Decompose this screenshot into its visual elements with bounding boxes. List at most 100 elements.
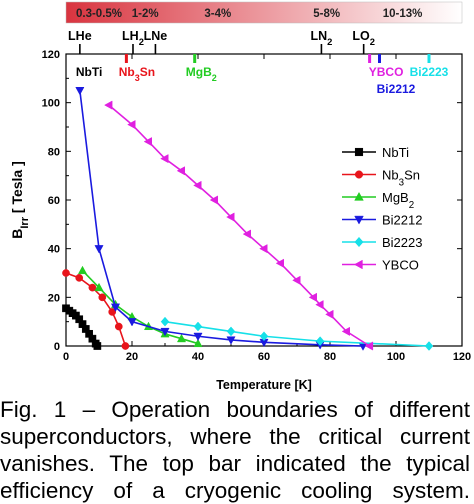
series-ybco — [104, 100, 374, 351]
cryogen-label: LHe — [68, 29, 92, 43]
caption-line: vanishes. The top bar indicated the typi… — [0, 451, 470, 476]
data-point — [209, 195, 218, 205]
tc-label: Bi2212 — [377, 82, 416, 96]
data-point — [143, 137, 152, 147]
data-point — [160, 327, 170, 337]
caption-line: superconductors, where the critical curr… — [0, 424, 470, 449]
data-point — [226, 212, 235, 222]
data-point — [275, 258, 284, 268]
data-point — [160, 316, 170, 327]
legend-label: Bi2223 — [382, 235, 422, 250]
cryogen-label: LH2 — [122, 29, 144, 47]
legend-marker — [354, 170, 364, 179]
cryogen-label: LNe — [144, 29, 168, 43]
data-point — [88, 283, 97, 292]
tc-markers: NbTi Nb3Sn MgB2 YBCO Bi2212 Bi2223 — [76, 54, 449, 96]
data-point — [341, 326, 350, 336]
data-point — [259, 244, 268, 254]
series-bi2223 — [160, 316, 434, 351]
data-point — [98, 293, 107, 302]
data-point — [94, 282, 104, 292]
y-tick-label: 100 — [42, 98, 60, 110]
tc-label: NbTi — [76, 65, 102, 79]
x-tick-label: 80 — [324, 351, 336, 363]
data-point — [364, 341, 374, 351]
efficiency-label: 3-4% — [204, 8, 231, 20]
efficiency-label: 1-2% — [132, 8, 159, 20]
y-tick-label: 80 — [48, 146, 60, 158]
legend-marker — [353, 259, 363, 270]
efficiency-gradient — [65, 1, 463, 24]
tc-label: MgB2 — [186, 65, 217, 83]
cryogen-markers: LHe LH2 LNe LN2 LO2 — [68, 29, 375, 54]
data-point — [193, 332, 203, 342]
data-point — [121, 342, 130, 350]
data-point — [325, 309, 334, 319]
legend-marker — [354, 147, 364, 157]
data-point — [226, 336, 236, 345]
data-point — [259, 331, 269, 342]
x-tick-label: 120 — [453, 351, 471, 363]
data-point — [315, 336, 325, 347]
y-tick-label: 0 — [54, 341, 60, 353]
caption-line: efficiency of a cryogenic cooling system… — [0, 478, 470, 503]
legend-marker — [354, 215, 364, 225]
y-tick-label: 20 — [48, 292, 60, 304]
x-axis-label: Temperature [K] — [216, 378, 312, 392]
series-line — [164, 320, 430, 347]
chart: 0.3-0.5% 1-2% 3-4% 5-8% 10-13% LHe LH2 LNe LN2 L… — [9, 1, 471, 392]
efficiency-label: 10-13% — [383, 8, 423, 20]
series-bi2212 — [75, 87, 368, 351]
x-tick-label: 0 — [63, 351, 69, 363]
data-point — [75, 274, 84, 282]
data-point — [193, 180, 202, 190]
series-nb3sn — [62, 269, 130, 350]
data-point — [104, 100, 113, 110]
series-line — [79, 90, 364, 347]
legend-label: Nb3Sn — [382, 168, 420, 189]
y-tick-label: 40 — [48, 244, 60, 256]
data-point — [108, 308, 117, 316]
data-point — [127, 120, 136, 130]
legend-label: NbTi — [382, 145, 409, 160]
data-point — [424, 341, 434, 351]
data-point — [308, 292, 317, 302]
x-tick-label: 20 — [126, 351, 138, 363]
data-point — [110, 303, 121, 312]
series-nbti — [62, 304, 102, 350]
legend-label: MgB2 — [382, 190, 414, 211]
series-layer — [62, 87, 434, 351]
legend-marker — [354, 236, 364, 248]
data-point — [75, 87, 85, 96]
data-point — [176, 333, 187, 343]
legend-marker — [354, 191, 364, 201]
tc-label: YBCO — [369, 65, 404, 79]
data-point — [77, 265, 88, 275]
tc-label: Bi2223 — [410, 65, 449, 79]
data-point — [292, 275, 301, 285]
data-point — [176, 166, 185, 176]
cryogen-label: LN2 — [310, 29, 332, 47]
data-point — [62, 269, 70, 277]
figure-caption: Fig. 1 – Operation boundaries of differe… — [0, 396, 470, 504]
data-point — [193, 321, 203, 332]
caption-line: Fig. 1 – Operation boundaries of differe… — [0, 397, 470, 422]
x-tick-label: 40 — [192, 351, 204, 363]
data-point — [127, 318, 137, 327]
data-point — [226, 326, 236, 337]
x-tick-label: 100 — [387, 351, 405, 363]
data-point — [242, 229, 251, 239]
data-point — [94, 245, 104, 254]
data-point — [315, 300, 324, 310]
legend-label: Bi2212 — [382, 213, 422, 228]
y-axis-label: BIrr [ Tesla ] — [9, 161, 31, 239]
cryogen-label: LO2 — [352, 29, 375, 47]
legend-label: YBCO — [382, 258, 419, 273]
data-point — [114, 322, 123, 331]
efficiency-label: 5-8% — [313, 8, 340, 20]
data-point — [160, 154, 169, 164]
data-point — [193, 338, 203, 348]
series-line — [81, 270, 199, 345]
efficiency-bar: 0.3-0.5% 1-2% 3-4% 5-8% 10-13% — [65, 1, 463, 24]
